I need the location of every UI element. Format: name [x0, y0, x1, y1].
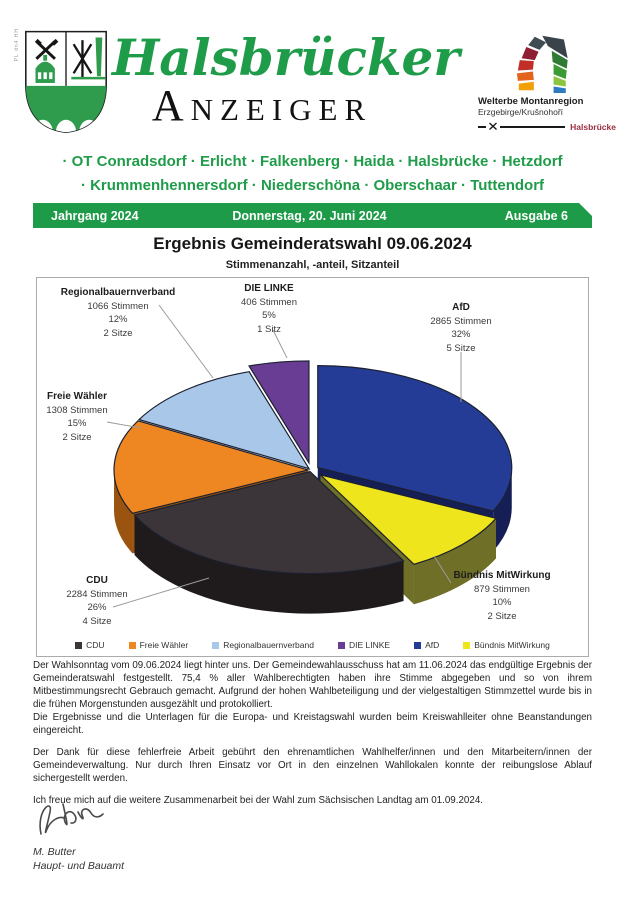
handwritten-signature: [33, 796, 113, 849]
pie-slice: [134, 514, 404, 614]
chart-title: Ergebnis Gemeinderatswahl 09.06.2024: [153, 234, 472, 253]
district-list-line2: · Krummenhennersdorf · Niederschöna · Ob…: [80, 177, 545, 194]
district-list: · OT Conradsdorf · Erlicht · Falkenberg …: [0, 150, 625, 198]
legend-swatch: [414, 641, 422, 649]
slice-label-die-linke: DIE LINKE 406 Stimmen 5% 1 Sitz: [241, 283, 297, 335]
leader-lines: [106, 304, 462, 608]
legend-item: AfD: [414, 640, 439, 650]
pie-slice: [318, 473, 498, 565]
signature-name: M. Butter: [33, 846, 76, 858]
paragraph: Ich freue mich auf die weitere Zusammena…: [33, 795, 483, 806]
article-body: Der Wahlsonntag vom 09.06.2024 liegt hin…: [33, 659, 592, 807]
issue-bar: Jahrgang 2024 Donnerstag, 20. Juni 2024 …: [33, 203, 592, 228]
crossed-hammers-icon: [489, 122, 497, 131]
legend-item: CDU: [75, 640, 105, 650]
pie-slice: [317, 365, 513, 512]
pie-slice: [114, 469, 133, 554]
logo-subtitle: Erzgebirge/Krušnohoří: [478, 107, 564, 117]
paragraph: Die Ergebnisse und die Unterlagen für di…: [33, 712, 592, 736]
halsbruecke-coat-of-arms: [20, 26, 112, 143]
election-pie-chart: CDU 2284 Stimmen 26% 4 Sitze Freie Wähle…: [36, 277, 589, 657]
legend-item: Regionalbauernverband: [212, 640, 314, 650]
legend-label: Bündnis MitWirkung: [474, 640, 550, 650]
legend-label: DIE LINKE: [348, 640, 391, 650]
pie-slice: [413, 518, 497, 605]
paragraph: Der Wahlsonntag vom 09.06.2024 liegt hin…: [33, 660, 592, 710]
pie-slice: [113, 420, 311, 515]
legend-swatch: [463, 641, 471, 649]
masthead: Halsbrücker Anzeiger: [112, 26, 460, 130]
signature-scribble-icon: [39, 803, 104, 835]
welterbe-montanregion-logo: Welterbe Montanregion Erzgebirge/Krušnoh…: [478, 32, 616, 133]
logo-town-label: Halsbrücke: [570, 122, 616, 132]
legend-label: Freie Wähler: [139, 640, 189, 650]
legend-swatch: [212, 641, 220, 649]
masthead-title-script: Halsbrücker: [112, 28, 460, 87]
issue-number: Ausgabe 6: [504, 208, 568, 223]
legend-item: DIE LINKE: [337, 640, 391, 650]
legend-item: Bündnis MitWirkung: [463, 640, 550, 650]
paragraph: Der Dank für diese fehlerfreie Arbeit ge…: [33, 747, 592, 784]
chart-legend: CDU Freie Wähler Regionalbauernverband DIE …: [37, 640, 588, 650]
legend-item: Freie Wähler: [128, 640, 189, 650]
legend-swatch: [337, 641, 345, 649]
logo-title: Welterbe Montanregion: [478, 96, 584, 107]
coat-of-arms-icon: [25, 30, 107, 134]
legend-label: Regionalbauernverband: [223, 640, 314, 650]
pie-slice: [133, 470, 405, 575]
slice-label-regionalbauernverband: Regionalbauernverband 1066 Stimmen 12% 2…: [60, 287, 176, 339]
logo-rule: Halsbrücke: [478, 121, 616, 133]
rule-dash: [500, 126, 566, 128]
legend-swatch: [128, 641, 136, 649]
signature-block: M. Butter Haupt- und Bauamt: [33, 845, 124, 873]
pie-slice: [137, 371, 311, 470]
legend-swatch: [75, 641, 83, 649]
montanregion-arch-icon: [516, 35, 568, 94]
legend-label: AfD: [425, 640, 440, 650]
issue-date: Donnerstag, 20. Juni 2024: [232, 208, 387, 223]
slice-label-afd: AfD 2865 Stimmen 32% 5 Sitze: [430, 302, 492, 354]
masthead-title-caps: Anzeiger: [151, 81, 373, 130]
slice-label-buendnis-mitwirkung: Bündnis MitWirkung 879 Stimmen 10% 2 Sit…: [453, 570, 551, 622]
slice-label-freie-waehler: Freie Wähler 1308 Stimmen 15% 2 Sitze: [46, 391, 108, 443]
pie-slice: [493, 467, 512, 552]
rule-dash: [478, 126, 486, 128]
issue-year: Jahrgang 2024: [51, 208, 139, 223]
pie-chart-canvas: [106, 304, 513, 614]
district-list-line1: · OT Conradsdorf · Erlicht · Falkenberg …: [62, 153, 563, 170]
slice-label-cdu: CDU 2284 Stimmen 26% 4 Sitze: [66, 575, 128, 627]
legend-label: CDU: [86, 640, 105, 650]
signature-role: Haupt- und Bauamt: [33, 860, 125, 872]
pie-slice: [248, 360, 310, 466]
chart-subtitle: Stimmenanzahl, -anteil, Sitzanteil: [225, 259, 400, 271]
